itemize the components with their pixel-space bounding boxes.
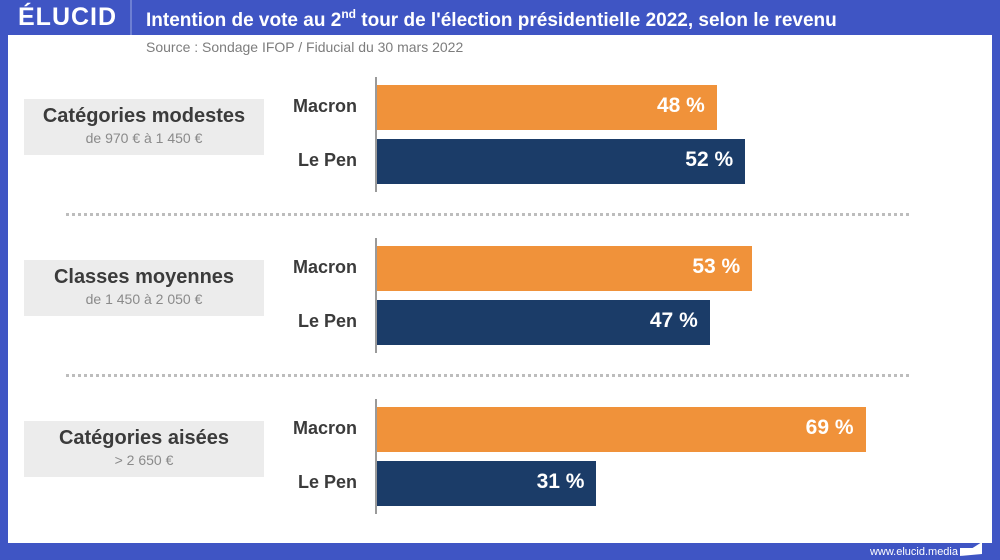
candidate-label: Macron [292, 257, 357, 277]
category-name: Classes moyennes [53, 266, 235, 288]
bar-axis-line [375, 238, 377, 353]
footer-url[interactable]: www.elucid.media [869, 546, 958, 558]
bar-axis-line [375, 399, 377, 514]
group-separator [66, 213, 909, 216]
category-label-box: Catégories aisées > 2 650 € [24, 421, 264, 477]
elucid-flag-icon [960, 542, 982, 556]
bar-lepen: 47 % [377, 300, 710, 345]
candidate-label: Le Pen [297, 150, 357, 170]
header-divider [130, 0, 132, 35]
chart-title: Intention de vote au 2nd tour de l'élect… [146, 7, 837, 32]
bar-value-label: 53 % [692, 255, 741, 278]
bar-value-label: 52 % [685, 148, 734, 171]
group-separator [66, 374, 909, 377]
bar-value-label: 31 % [536, 470, 585, 493]
header-bar: ÉLUCID Intention de vote au 2nd tour de … [0, 0, 1000, 35]
category-label-box: Catégories modestes de 970 € à 1 450 € [24, 99, 264, 155]
bar-value-label: 69 % [805, 416, 854, 439]
category-name: Catégories aisées [58, 427, 230, 449]
category-income-range: de 970 € à 1 450 € [85, 130, 203, 146]
category-label-box: Classes moyennes de 1 450 à 2 050 € [24, 260, 264, 316]
bar-lepen: 31 % [377, 461, 597, 506]
candidate-label: Le Pen [297, 311, 357, 331]
bar-value-label: 47 % [649, 309, 698, 332]
bar-macron: 48 % [377, 85, 717, 130]
candidate-label: Macron [292, 96, 357, 116]
elucid-logo: ÉLUCID [18, 3, 118, 31]
bar-macron: 69 % [377, 407, 866, 452]
category-income-range: > 2 650 € [114, 452, 174, 468]
bar-value-label: 48 % [656, 94, 705, 117]
title-part-1: Intention de vote au 2 [146, 10, 342, 31]
candidate-label: Macron [292, 418, 357, 438]
bar-axis-line [375, 77, 377, 192]
category-name: Catégories modestes [42, 105, 246, 127]
title-part-2: tour de l'élection présidentielle 2022, … [355, 10, 837, 31]
candidate-label: Le Pen [297, 472, 357, 492]
title-superscript: nd [341, 7, 356, 21]
category-income-range: de 1 450 à 2 050 € [85, 291, 203, 307]
bar-lepen: 52 % [377, 139, 746, 184]
chart-source: Source : Sondage IFOP / Fiducial du 30 m… [146, 39, 464, 55]
bar-macron: 53 % [377, 246, 753, 291]
